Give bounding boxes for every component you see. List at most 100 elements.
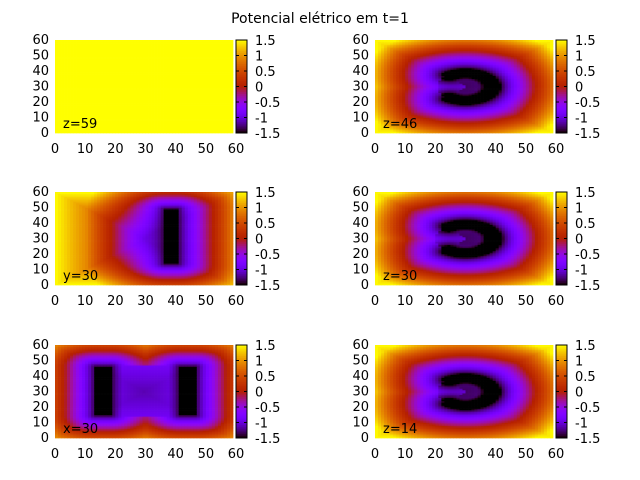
heatmap-cell bbox=[124, 112, 128, 115]
heatmap-cell bbox=[145, 44, 149, 47]
heatmap-cell bbox=[127, 81, 131, 84]
heatmap-cell bbox=[115, 74, 119, 76]
heatmap-cell bbox=[73, 41, 77, 44]
heatmap-cell bbox=[151, 69, 155, 72]
heatmap-cell bbox=[199, 125, 204, 128]
heatmap-cell bbox=[172, 112, 177, 115]
heatmap-cell bbox=[76, 53, 80, 56]
heatmap-cell bbox=[124, 43, 128, 45]
heatmap-cell bbox=[166, 111, 170, 114]
heatmap-cell bbox=[118, 106, 122, 109]
heatmap-cell bbox=[151, 120, 155, 123]
heatmap-cell bbox=[136, 74, 140, 76]
heatmap-cell bbox=[145, 66, 149, 69]
heatmap-cell bbox=[157, 97, 161, 100]
heatmap-cell bbox=[154, 53, 158, 56]
heatmap-cell bbox=[136, 117, 140, 120]
heatmap-cell bbox=[55, 100, 59, 103]
heatmap-cell bbox=[157, 109, 161, 112]
heatmap-cell bbox=[181, 122, 186, 125]
heatmap-cell bbox=[97, 115, 101, 118]
heatmap-cell bbox=[115, 46, 119, 49]
heatmap-cell bbox=[202, 125, 207, 128]
heatmap-cell bbox=[172, 69, 177, 72]
heatmap-cell bbox=[202, 129, 207, 132]
heatmap-cell bbox=[151, 109, 155, 112]
heatmap-cell bbox=[175, 117, 180, 120]
heatmap-cell bbox=[166, 112, 170, 115]
heatmap-cell bbox=[172, 91, 177, 94]
heatmap-cell bbox=[169, 88, 174, 90]
heatmap-cell bbox=[70, 58, 74, 61]
heatmap-cell bbox=[103, 103, 107, 106]
heatmap-cell bbox=[196, 69, 201, 72]
heatmap-cell bbox=[88, 95, 92, 98]
heatmap-cell bbox=[163, 119, 167, 121]
heatmap-cell bbox=[121, 89, 125, 92]
heatmap-cell bbox=[172, 126, 177, 129]
heatmap-cell bbox=[142, 57, 146, 59]
heatmap-cell bbox=[97, 122, 101, 125]
heatmap-cell bbox=[175, 69, 180, 72]
heatmap-cell bbox=[127, 40, 131, 42]
heatmap-cell bbox=[130, 86, 134, 89]
heatmap-cell bbox=[100, 122, 104, 125]
heatmap-cell bbox=[103, 50, 107, 53]
heatmap-cell bbox=[85, 123, 89, 126]
heatmap-cell bbox=[157, 100, 161, 103]
heatmap-cell bbox=[130, 52, 134, 55]
heatmap-cell bbox=[97, 123, 101, 126]
heatmap-cell bbox=[100, 98, 104, 101]
heatmap-cell bbox=[175, 119, 180, 121]
heatmap-cell bbox=[73, 72, 77, 75]
heatmap-cell bbox=[121, 67, 125, 70]
heatmap-cell bbox=[181, 103, 186, 106]
heatmap-cell bbox=[199, 106, 204, 109]
heatmap-cell bbox=[178, 75, 183, 78]
heatmap-cell bbox=[97, 126, 101, 129]
heatmap-cell bbox=[82, 89, 86, 92]
heatmap-cell bbox=[133, 64, 137, 67]
heatmap-cell bbox=[163, 83, 167, 86]
heatmap-cell bbox=[181, 95, 186, 98]
heatmap-cell bbox=[154, 72, 158, 75]
heatmap-cell bbox=[202, 60, 207, 63]
heatmap-cell bbox=[166, 89, 170, 92]
heatmap-cell bbox=[166, 114, 170, 117]
heatmap-cell bbox=[196, 43, 201, 45]
heatmap-cell bbox=[196, 78, 201, 81]
heatmap-cell bbox=[145, 102, 149, 104]
heatmap-cell bbox=[94, 63, 98, 66]
heatmap-cell bbox=[79, 83, 83, 86]
heatmap-cell bbox=[202, 52, 207, 55]
heatmap-cell bbox=[100, 81, 104, 84]
heatmap-cell bbox=[58, 102, 62, 104]
heatmap-cell bbox=[136, 83, 140, 86]
heatmap-cell bbox=[223, 40, 228, 42]
heatmap-cell bbox=[97, 119, 101, 121]
heatmap-cell bbox=[94, 114, 98, 117]
heatmap-cell bbox=[112, 106, 116, 109]
heatmap-cell bbox=[94, 122, 98, 125]
heatmap-cell bbox=[166, 55, 170, 58]
heatmap-cell bbox=[181, 60, 186, 63]
heatmap-cell bbox=[184, 129, 189, 132]
heatmap-cell bbox=[73, 63, 77, 66]
heatmap-cell bbox=[178, 55, 183, 58]
heatmap-cell bbox=[109, 41, 113, 44]
heatmap-cell bbox=[64, 98, 68, 101]
x-tick-label: 30 bbox=[137, 142, 154, 157]
heatmap-cell bbox=[211, 109, 216, 112]
heatmap-cell bbox=[109, 123, 113, 126]
heatmap-cell bbox=[196, 58, 201, 61]
heatmap-cell bbox=[157, 60, 161, 63]
heatmap-cell bbox=[55, 84, 59, 87]
heatmap-cell bbox=[118, 129, 122, 132]
heatmap-cell bbox=[172, 77, 177, 80]
heatmap-cell bbox=[196, 66, 201, 69]
heatmap-cell bbox=[184, 84, 189, 87]
heatmap-cell bbox=[130, 115, 134, 118]
heatmap-cell bbox=[121, 69, 125, 72]
heatmap-cell bbox=[190, 122, 195, 125]
heatmap-cell bbox=[85, 103, 89, 106]
